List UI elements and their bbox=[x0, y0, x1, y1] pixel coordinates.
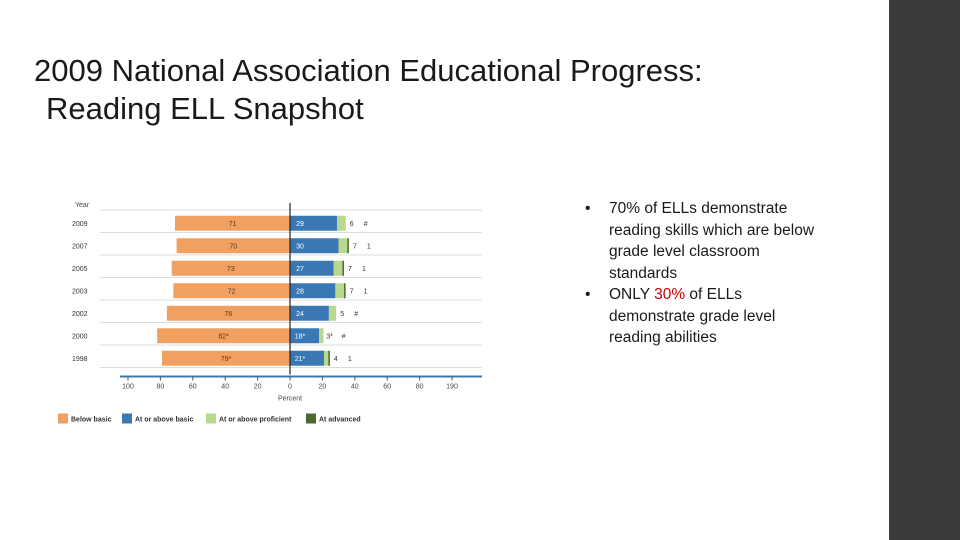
bar-below-basic bbox=[171, 260, 290, 276]
bar-label-at-or-above-basic: 24 bbox=[296, 311, 304, 318]
bar-at-advanced bbox=[344, 283, 346, 299]
x-tick-label: 100 bbox=[122, 384, 134, 391]
legend-swatch bbox=[206, 413, 216, 424]
chart-container: Year 2009 71 29 6 #2007 70 30 7 1 2005 73 27 7 1 2003 72… bbox=[50, 195, 490, 445]
bar-at-advanced bbox=[342, 260, 344, 276]
bar-label-below-basic: 82* bbox=[218, 333, 229, 340]
legend-swatch bbox=[58, 413, 68, 424]
bullet-text-2-post: of ELLs demonstrate grade level reading … bbox=[609, 286, 776, 346]
bar-at-advanced bbox=[347, 238, 349, 254]
bar-label-at-or-above-basic: 28 bbox=[296, 288, 304, 295]
legend-label: At advanced bbox=[319, 417, 361, 424]
legend-label: At or above proficient bbox=[219, 417, 292, 424]
bar-label-below-basic: 72 bbox=[228, 288, 236, 295]
year-header: Year bbox=[75, 202, 90, 209]
bar-label-at-or-above-basic: 29 bbox=[296, 221, 304, 228]
bar-at-or-above-basic bbox=[290, 283, 336, 299]
bullet-item-1: • 70% of ELLs demonstrate reading skills… bbox=[585, 198, 830, 284]
bar-label-below-basic: 70 bbox=[229, 243, 237, 250]
bar-label-at-advanced: 1 bbox=[362, 266, 366, 273]
bar-label-at-advanced: 1 bbox=[364, 288, 368, 295]
bar-at-or-above-basic bbox=[290, 350, 325, 366]
bullet-text-2-pre: ONLY bbox=[609, 286, 655, 303]
category-label: 2007 bbox=[72, 243, 88, 250]
bullet-dot: • bbox=[585, 200, 591, 217]
bar-below-basic bbox=[162, 350, 290, 366]
bar-below-basic bbox=[174, 215, 290, 231]
bar-below-basic bbox=[173, 283, 290, 299]
x-tick-label: 20 bbox=[254, 384, 262, 391]
category-label: 1998 bbox=[72, 356, 88, 363]
bar-below-basic bbox=[176, 238, 290, 254]
bar-label-at-advanced: # bbox=[354, 311, 358, 318]
title-line-2: Reading ELL Snapshot bbox=[46, 91, 364, 126]
bar-label-at-or-above-basic: 18* bbox=[295, 333, 306, 340]
bar-label-at-advanced: # bbox=[364, 221, 368, 228]
bar-at-or-above-proficient bbox=[324, 350, 330, 366]
bar-label-at-or-above-basic: 30 bbox=[296, 243, 304, 250]
bar-label-at-or-above-proficient: 5 bbox=[340, 311, 344, 318]
title-line-1: 2009 National Association Educational Pr… bbox=[34, 53, 703, 88]
bar-at-advanced bbox=[328, 350, 330, 366]
bar-at-or-above-basic bbox=[290, 328, 320, 344]
bar-label-at-or-above-proficient: 7 bbox=[353, 243, 357, 250]
x-tick-label: 0 bbox=[288, 384, 292, 391]
bar-at-or-above-basic bbox=[290, 305, 329, 321]
x-tick-label: 60 bbox=[383, 384, 391, 391]
category-label: 2009 bbox=[72, 221, 88, 228]
bullet-item-2: • ONLY 30% of ELLs demonstrate grade lev… bbox=[585, 284, 830, 349]
bullet-text-1: 70% of ELLs demonstrate reading skills w… bbox=[609, 200, 815, 282]
bar-at-or-above-basic bbox=[290, 260, 334, 276]
bar-at-or-above-proficient bbox=[319, 328, 324, 344]
bar-label-at-or-above-proficient: 4 bbox=[334, 356, 338, 363]
x-tick-label: 60 bbox=[189, 384, 197, 391]
bar-label-at-or-above-proficient: 6 bbox=[350, 221, 354, 228]
category-label: 2000 bbox=[72, 333, 88, 340]
category-label: 2005 bbox=[72, 266, 88, 273]
bar-label-below-basic: 79* bbox=[221, 356, 232, 363]
bar-label-below-basic: 73 bbox=[227, 266, 235, 273]
bullet-dot: • bbox=[585, 286, 591, 303]
x-tick-label: 190 bbox=[446, 384, 458, 391]
bar-label-at-or-above-basic: 27 bbox=[296, 266, 304, 273]
bar-label-below-basic: 71 bbox=[229, 221, 237, 228]
x-tick-label: 40 bbox=[351, 384, 359, 391]
legend-label: At or above basic bbox=[135, 417, 193, 424]
x-tick-label: 80 bbox=[157, 384, 165, 391]
x-tick-label: 80 bbox=[416, 384, 424, 391]
x-tick-label: 40 bbox=[221, 384, 229, 391]
bar-label-at-or-above-basic: 21* bbox=[295, 356, 306, 363]
x-tick-label: 20 bbox=[319, 384, 327, 391]
bar-label-at-advanced: 1 bbox=[367, 243, 371, 250]
bar-at-or-above-basic bbox=[290, 238, 339, 254]
bar-at-or-above-proficient bbox=[336, 215, 346, 231]
x-axis-label: Percent bbox=[278, 396, 302, 403]
bullet-list: • 70% of ELLs demonstrate reading skills… bbox=[585, 198, 830, 349]
legend-label: Below basic bbox=[71, 417, 112, 424]
legend-swatch bbox=[122, 413, 132, 424]
bar-below-basic bbox=[166, 305, 290, 321]
bar-below-basic bbox=[157, 328, 290, 344]
bar-label-at-or-above-proficient: 7 bbox=[350, 288, 354, 295]
bar-label-at-or-above-proficient: 7 bbox=[348, 266, 352, 273]
bar-label-at-or-above-proficient: 3* bbox=[326, 333, 333, 340]
bullet-highlight: 30% bbox=[654, 286, 686, 303]
category-label: 2002 bbox=[72, 311, 88, 318]
sidebar-panel bbox=[889, 0, 960, 540]
bar-at-or-above-proficient bbox=[335, 283, 346, 299]
slide-title: 2009 National Association Educational Pr… bbox=[34, 52, 834, 128]
bar-at-or-above-basic bbox=[290, 215, 337, 231]
legend-swatch bbox=[306, 413, 316, 424]
bar-at-or-above-proficient bbox=[333, 260, 344, 276]
bar-label-at-advanced: # bbox=[342, 333, 346, 340]
bar-at-or-above-proficient bbox=[338, 238, 349, 254]
bar-label-at-advanced: 1 bbox=[348, 356, 352, 363]
bar-label-below-basic: 76 bbox=[225, 311, 233, 318]
category-label: 2003 bbox=[72, 288, 88, 295]
bar-at-or-above-proficient bbox=[328, 305, 337, 321]
